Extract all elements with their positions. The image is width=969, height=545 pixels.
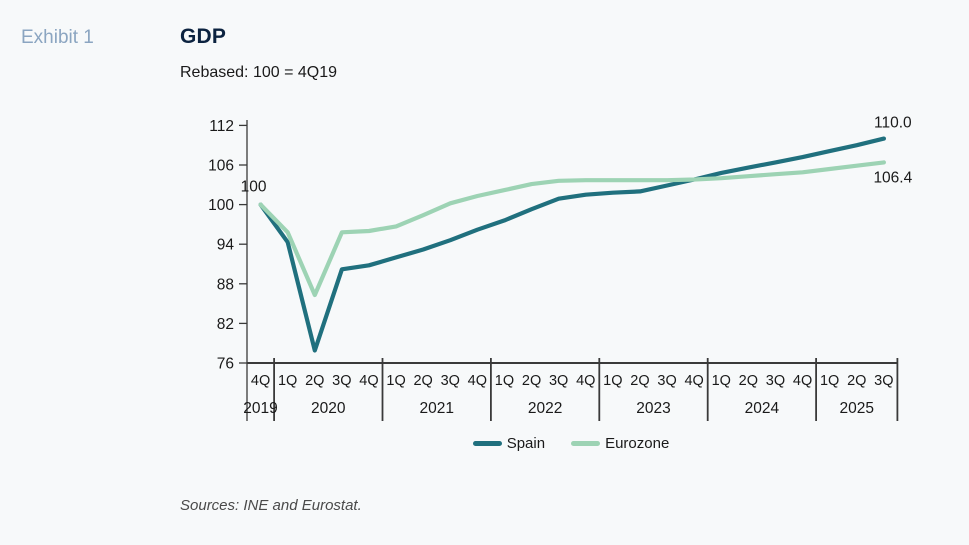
x-axis-year-label: 2021 [419,400,453,417]
x-axis-quarter-label: 3Q [332,373,351,389]
chart-subtitle: Rebased: 100 = 4Q19 [180,64,338,81]
x-axis-quarter-label: 3Q [766,373,785,389]
x-axis-year-label: 2025 [840,400,874,417]
sources-note: Sources: INE and Eurostat. [180,497,362,514]
eurozone-series-line [258,160,887,298]
x-axis-quarter-label: 2Q [522,373,541,389]
legend-label-spain: Spain [506,434,546,452]
x-axis-quarter-label: 4Q [576,373,595,389]
x-axis-quarter-label: 4Q [468,373,487,389]
x-axis-quarter-label: 1Q [278,373,297,389]
x-axis-quarter-label: 1Q [603,373,622,389]
spain-series-line [258,136,887,353]
eurozone-line-swatch [571,440,601,446]
x-axis-quarter-label: 4Q [359,373,378,389]
legend-item-spain: Spain [472,434,546,452]
x-axis-quarter-label: 1Q [712,373,731,389]
y-axis-tick-label: 82 [217,316,234,333]
x-axis-quarter-label: 3Q [441,373,460,389]
start-value-label: 100 [241,179,267,196]
chart-title: GDP [180,25,227,48]
y-axis-tick-label: 100 [208,197,234,214]
spain-line-swatch [472,440,502,446]
x-axis-quarter-label: 1Q [820,373,839,389]
y-axis-tick-label: 88 [217,276,234,293]
x-axis-year-label: 2024 [745,400,780,417]
x-axis-quarter-label: 2Q [305,373,324,389]
y-axis-tick-label: 106 [208,158,234,175]
x-axis-year-label: 2020 [311,400,346,417]
x-axis-year-label: 2019 [243,400,277,417]
chart-legend: Spain Eurozone [247,433,895,453]
legend-label-eurozone: Eurozone [605,434,670,452]
x-axis-quarter-label: 2Q [630,373,649,389]
exhibit-label: Exhibit 1 [21,27,94,48]
x-axis-quarter-label: 3Q [657,373,676,389]
x-axis-quarter-label: 2Q [847,373,866,389]
x-axis-quarter-label: 3Q [549,373,568,389]
x-axis-quarter-label: 1Q [386,373,405,389]
x-axis-quarter-label: 4Q [793,373,812,389]
spain-end-value-label: 110.0 [874,115,912,132]
x-axis-quarter-label: 2Q [413,373,432,389]
x-axis-year-label: 2023 [636,400,670,417]
eurozone-end-value-label: 106.4 [873,169,912,186]
legend-item-eurozone: Eurozone [571,435,669,452]
x-axis-quarter-label: 3Q [874,373,893,389]
x-axis-quarter-label: 4Q [251,373,270,389]
x-axis-quarter-label: 2Q [739,373,758,389]
y-axis-tick-label: 76 [217,356,234,373]
y-axis-tick-label: 94 [217,237,235,254]
x-axis-year-label: 2022 [528,400,562,417]
y-axis-tick-label: 112 [209,118,234,135]
x-axis-quarter-label: 1Q [495,373,514,389]
x-axis-quarter-label: 4Q [684,373,703,389]
